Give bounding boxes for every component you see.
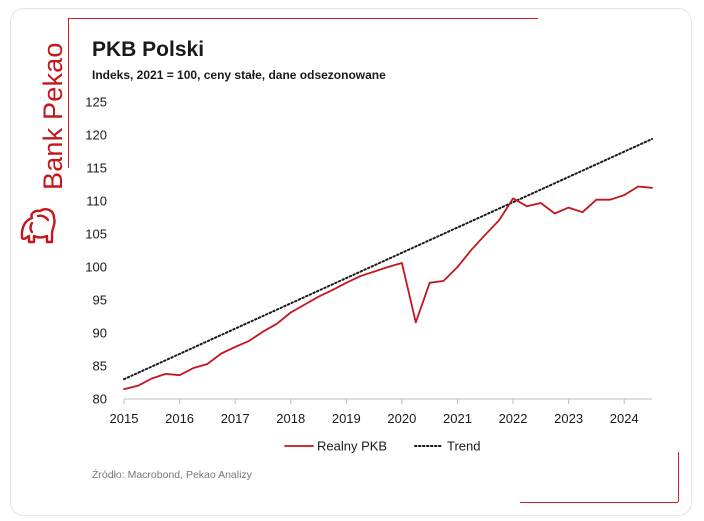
source-note: Źródło: Macrobond, Pekao Analizy [92, 469, 252, 481]
frame-corner-horizontal [520, 502, 678, 503]
bison-logo-icon [20, 208, 56, 244]
x-tick-label: 2024 [610, 411, 639, 426]
y-tick-label: 120 [85, 128, 107, 143]
x-tick-label: 2015 [110, 411, 139, 426]
frame-left-line [68, 18, 69, 168]
series-layer [123, 138, 653, 391]
x-tick-label: 2016 [165, 411, 194, 426]
series-line-trend [123, 138, 653, 381]
chart-card [10, 8, 692, 516]
y-tick-label: 90 [93, 326, 107, 341]
series-line-realny-pkb [123, 185, 653, 391]
x-tick-label: 2023 [554, 411, 583, 426]
y-tick-label: 95 [93, 293, 107, 308]
brand-logo-block: Bank Pekao [16, 18, 68, 244]
x-tick-label: 2022 [499, 411, 528, 426]
x-axis: 2015 2016 2017 2018 2019 2020 2021 2022 2023 2024 [110, 398, 652, 426]
legend-label-realny-pkb: Realny PKB [317, 439, 387, 454]
frame-top-line [68, 18, 538, 19]
x-tick-label: 2017 [221, 411, 250, 426]
y-tick-label: 85 [93, 359, 107, 374]
frame-corner-vertical [678, 452, 679, 502]
y-tick-label: 100 [85, 260, 107, 275]
legend: Realny PKB Trend [284, 439, 480, 454]
y-tick-label: 110 [86, 194, 107, 209]
x-tick-label: 2019 [332, 411, 361, 426]
legend-label-trend: Trend [447, 439, 480, 454]
y-tick-label: 125 [85, 95, 107, 110]
y-axis: 80 85 90 95 100 105 110 115 120 125 [85, 95, 107, 407]
x-tick-label: 2021 [443, 411, 472, 426]
y-tick-label: 105 [85, 227, 107, 242]
x-tick-label: 2020 [387, 411, 416, 426]
y-tick-label: 80 [93, 392, 107, 407]
chart-subtitle: Indeks, 2021 = 100, ceny stałe, dane ods… [92, 68, 386, 82]
x-tick-label: 2018 [276, 411, 305, 426]
y-tick-label: 115 [86, 161, 107, 176]
chart-title: PKB Polski [92, 38, 205, 61]
